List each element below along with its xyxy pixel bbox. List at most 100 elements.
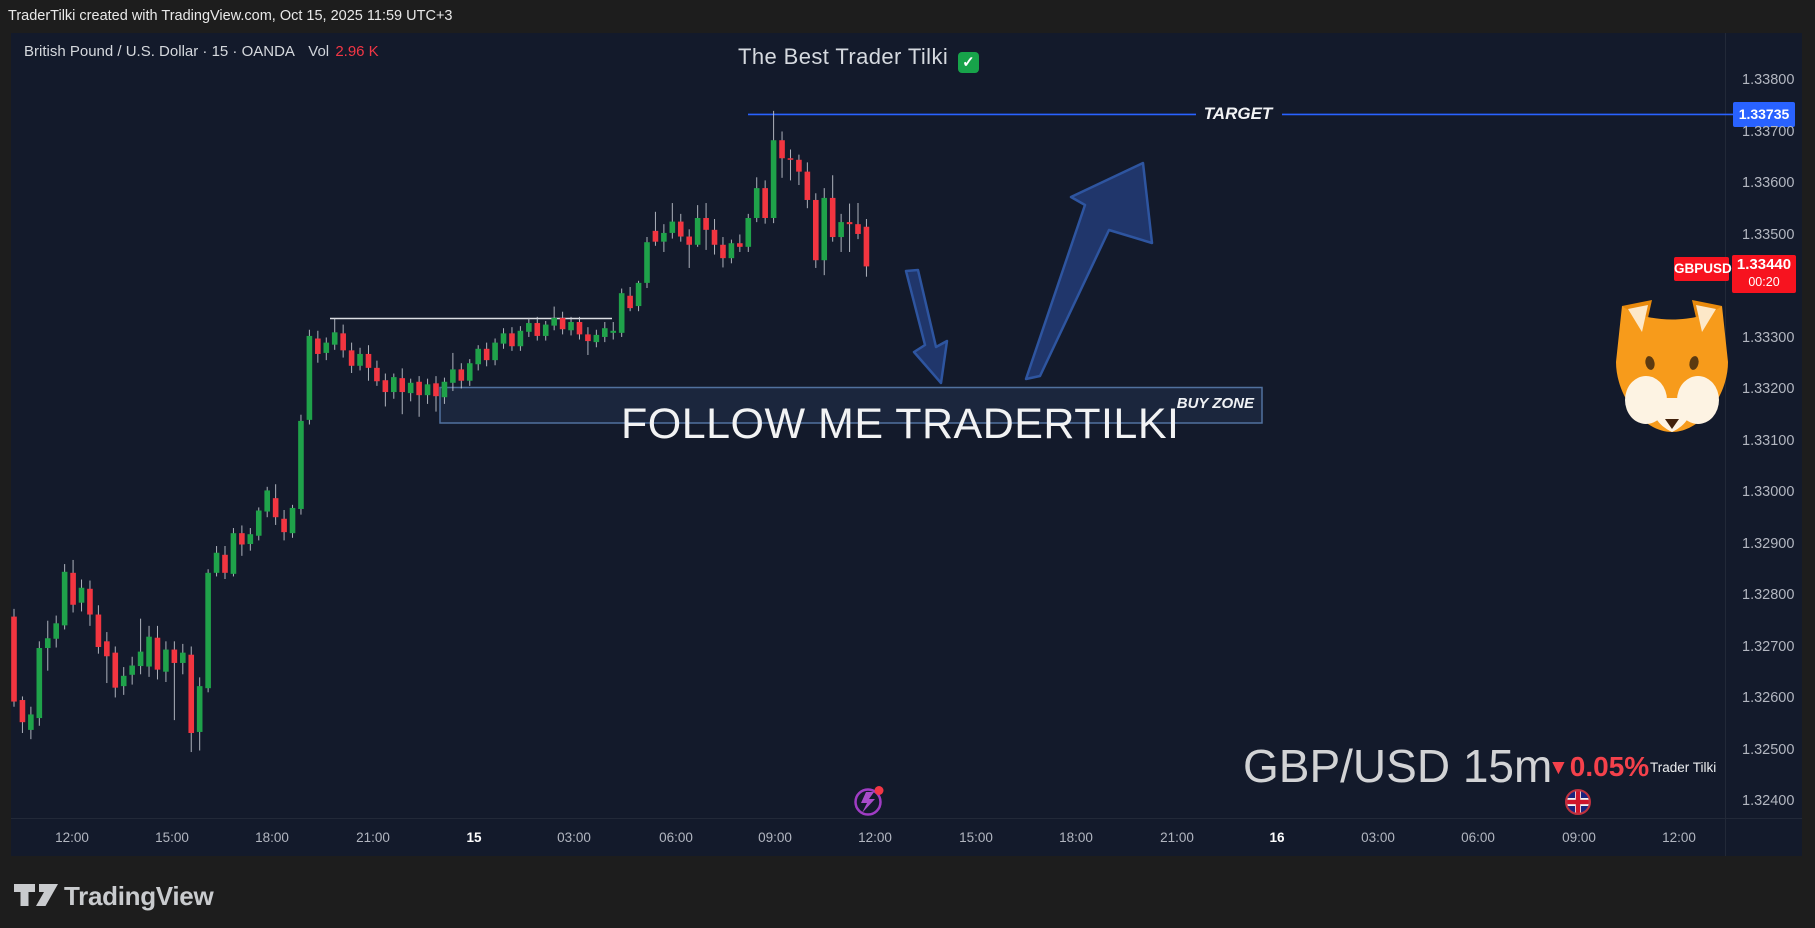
candle <box>315 338 321 354</box>
candle <box>627 295 633 309</box>
candle <box>829 197 836 238</box>
candle <box>517 330 524 347</box>
time-axis-label: 06:00 <box>1461 830 1495 845</box>
time-axis-label: 09:00 <box>1562 830 1596 845</box>
time-axis-label: 16 <box>1269 830 1285 845</box>
tradingview-brand-text[interactable]: TradingView <box>64 881 214 911</box>
candle <box>846 222 853 225</box>
candle <box>644 242 650 283</box>
target-line-label[interactable]: TARGET <box>1196 104 1280 124</box>
checkmark-icon: ✓ <box>958 52 980 73</box>
price-axis-label: 1.32500 <box>1742 741 1795 758</box>
time-axis-label: 12:00 <box>55 830 89 845</box>
candle <box>222 554 228 573</box>
candle <box>796 159 802 172</box>
candle <box>137 651 144 667</box>
candle <box>483 348 490 361</box>
tradingview-logo-icon[interactable] <box>14 884 58 906</box>
candle <box>821 197 828 261</box>
price-axis-label: 1.32600 <box>1742 690 1795 706</box>
time-axis-label: 21:00 <box>356 830 390 845</box>
candle <box>382 380 389 393</box>
candle <box>180 652 186 663</box>
candle <box>450 369 456 383</box>
bar-countdown: 00:20 <box>1748 275 1780 289</box>
candle <box>475 348 481 365</box>
candle <box>104 641 110 657</box>
lightning-icon[interactable] <box>854 786 884 816</box>
time-axis-label: 15 <box>466 830 482 845</box>
candle <box>855 224 861 234</box>
last-price: 1.33440 <box>1736 256 1792 273</box>
target-price-axis-label: 1.33735 <box>1733 102 1795 127</box>
candle <box>171 649 178 663</box>
candle <box>703 217 709 230</box>
candle <box>416 381 422 396</box>
candle <box>129 665 135 675</box>
candle <box>120 675 127 687</box>
candle <box>694 217 701 245</box>
candle <box>753 188 760 218</box>
candle <box>255 510 262 536</box>
candle <box>11 616 17 702</box>
candle <box>357 353 363 366</box>
time-axis-label: 09:00 <box>758 830 792 845</box>
candle <box>551 317 557 326</box>
time-axis-label: 18:00 <box>1059 830 1093 845</box>
candle <box>407 382 414 394</box>
time-axis-label: 06:00 <box>659 830 693 845</box>
chart-canvas[interactable] <box>11 33 1802 856</box>
candle <box>306 335 313 420</box>
price-axis-label: 1.33800 <box>1742 72 1795 88</box>
candle <box>424 384 431 396</box>
candle <box>323 342 330 353</box>
candle <box>331 332 338 345</box>
candle <box>534 323 541 336</box>
price-axis-label: 1.33100 <box>1742 432 1795 449</box>
candle <box>466 363 473 381</box>
price-axis-label: 1.33000 <box>1742 484 1795 500</box>
buy-zone-drawing[interactable] <box>439 386 1263 424</box>
candle <box>95 614 102 647</box>
candle <box>568 322 574 331</box>
candle <box>576 322 583 335</box>
up-arrow-drawing[interactable] <box>1024 161 1154 381</box>
candle <box>146 636 152 667</box>
attribution-bar: TraderTilki created with TradingView.com… <box>8 8 453 24</box>
candle <box>19 700 26 723</box>
candle <box>87 588 93 615</box>
volume-label: Vol <box>308 43 330 60</box>
candle <box>239 533 245 545</box>
candle <box>610 330 617 333</box>
candle <box>154 637 161 670</box>
candle <box>593 334 600 343</box>
symbol-header[interactable]: British Pound / U.S. Dollar · 15 · OANDA… <box>24 43 379 60</box>
candle <box>677 221 684 237</box>
price-axis-label: 1.32400 <box>1742 793 1795 809</box>
volume-value: 2.96 K <box>335 43 379 60</box>
price-axis-label: 1.33500 <box>1742 226 1795 243</box>
candle <box>374 367 380 382</box>
watermark-text: FOLLOW ME TRADERTILKI <box>621 400 1180 448</box>
candle <box>44 638 51 649</box>
candle <box>196 686 203 732</box>
candle <box>53 623 59 639</box>
price-axis-label: 1.33200 <box>1742 381 1795 397</box>
candle <box>838 222 844 238</box>
candle <box>230 533 237 574</box>
pair-watermark: GBP/USD 15m <box>1243 740 1553 792</box>
candle <box>61 571 68 626</box>
candle <box>526 323 532 332</box>
candle <box>618 293 625 333</box>
candle <box>365 353 372 368</box>
time-axis-label: 12:00 <box>858 830 892 845</box>
candle <box>711 229 718 245</box>
candle <box>399 378 406 393</box>
candle <box>247 534 254 544</box>
candle <box>779 140 785 159</box>
page-title: The Best Trader Tilki ✓ <box>738 44 980 73</box>
candle <box>272 498 279 518</box>
candle <box>652 230 659 242</box>
candle <box>492 342 498 361</box>
down-arrow-drawing[interactable] <box>904 268 949 385</box>
